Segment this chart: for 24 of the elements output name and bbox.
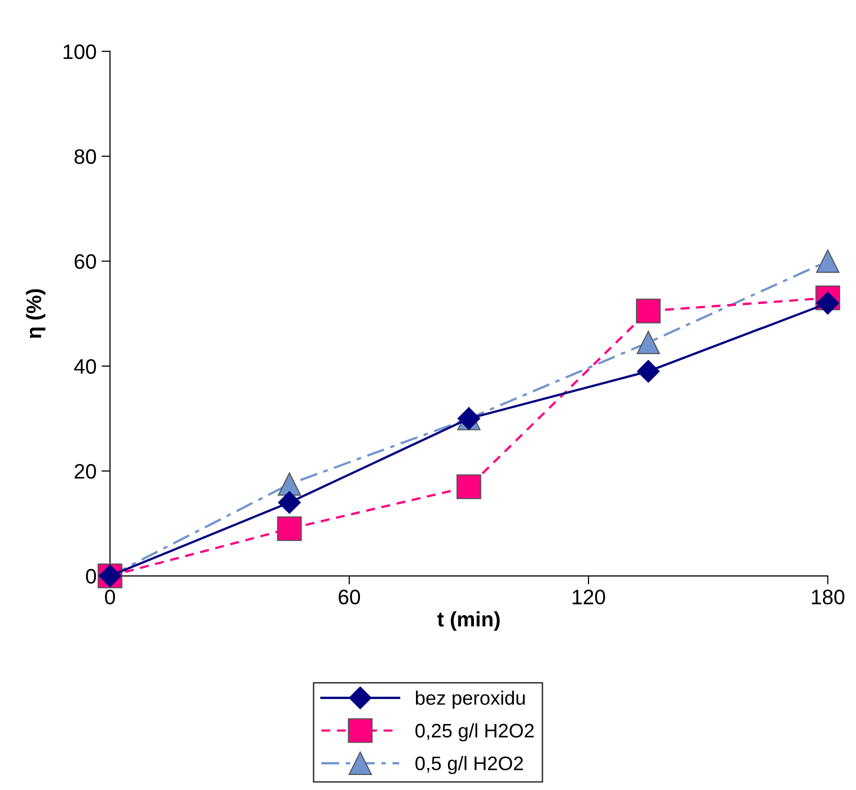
y-tick-label: 40 <box>74 359 96 374</box>
point <box>278 472 302 496</box>
point <box>456 474 482 500</box>
x-tick-label: 180 <box>812 590 844 604</box>
legend-label: bez peroxidu <box>416 690 525 709</box>
point <box>277 516 302 542</box>
point <box>278 491 301 514</box>
y-tick-label: 0 <box>86 568 96 584</box>
legend-label: 0,25 g/l H2O2 <box>415 723 534 742</box>
point <box>636 360 660 383</box>
point <box>816 292 840 314</box>
point <box>636 298 661 324</box>
y-tick-label: 100 <box>64 44 96 60</box>
x-tick-label: 60 <box>338 590 360 604</box>
point <box>816 250 840 273</box>
x-axis-title: t (min) <box>437 611 500 631</box>
point <box>636 330 660 354</box>
legend-label: 0,5 g/l H2O2 <box>415 756 523 774</box>
y-axis-title: η (%) <box>26 289 46 338</box>
y-tick-label: 60 <box>74 254 96 269</box>
x-tick-label: 0 <box>105 590 115 604</box>
x-tick-label: 120 <box>572 590 606 604</box>
y-tick-label: 80 <box>74 149 96 164</box>
y-tick-label: 20 <box>74 464 96 479</box>
